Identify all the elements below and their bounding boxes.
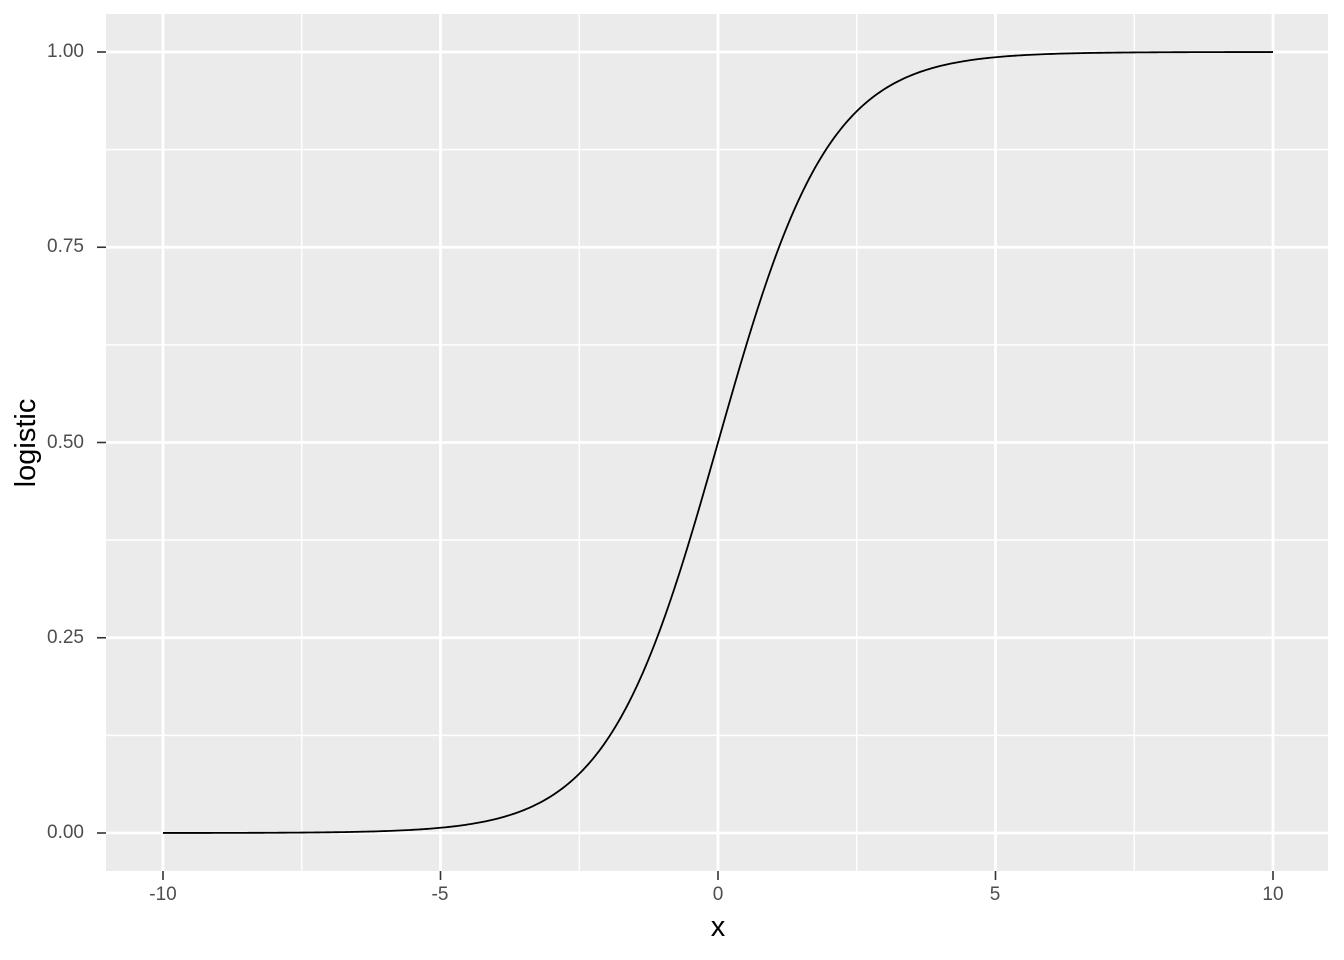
axis-tick-marks — [97, 51, 1274, 880]
x-axis-title: x — [710, 911, 726, 943]
x-tick-label-5: 5 — [989, 884, 1001, 905]
y-axis-title: logistic — [10, 398, 42, 488]
x-tick-label-0: 0 — [712, 884, 724, 905]
y-tick-label-0.00: 0.00 — [47, 822, 84, 843]
x-tick-label-neg5: -5 — [431, 884, 449, 905]
y-tick-label-0.50: 0.50 — [47, 432, 84, 453]
y-tick-label-0.25: 0.25 — [47, 627, 84, 648]
y-tick-label-1.00: 1.00 — [47, 41, 84, 62]
x-tick-label-neg10: -10 — [149, 884, 177, 905]
logistic-curve-line — [163, 51, 1273, 834]
y-tick-label-0.75: 0.75 — [47, 236, 84, 257]
x-tick-label-10: 10 — [1262, 884, 1284, 905]
